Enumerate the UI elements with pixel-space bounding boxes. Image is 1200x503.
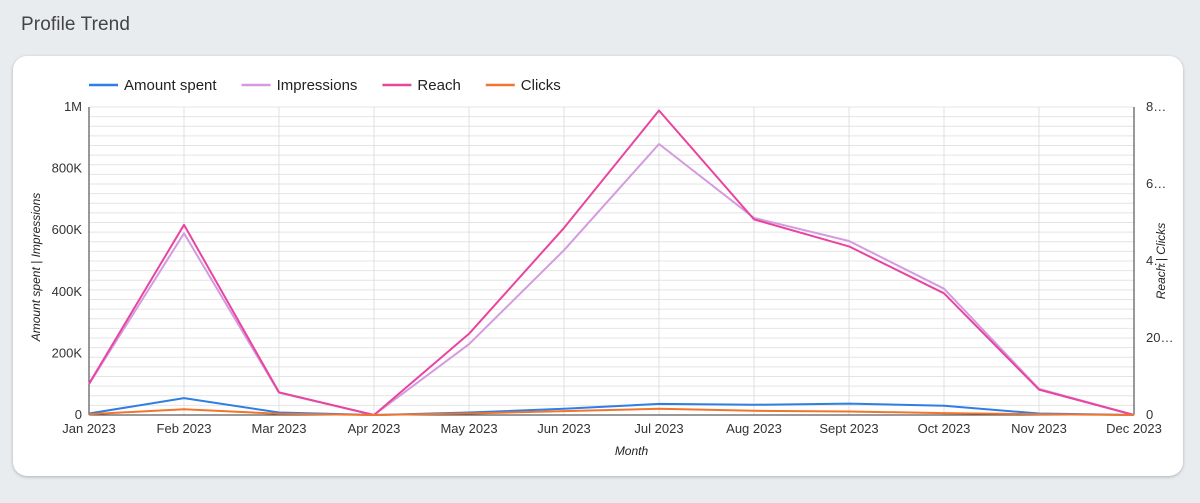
series-line-amount-spent xyxy=(88,397,1135,416)
x-axis-tick-label: Nov 2023 xyxy=(1011,421,1067,436)
legend-label: Impressions xyxy=(277,77,358,94)
x-axis-tick-label: Feb 2023 xyxy=(157,421,212,436)
legend-item-impressions[interactable]: Impressions xyxy=(241,77,358,94)
x-axis-tick-label: May 2023 xyxy=(440,421,497,436)
x-axis-tick-label: Sept 2023 xyxy=(819,421,878,436)
legend-item-reach[interactable]: Reach xyxy=(382,77,461,94)
axes-layer: 0 200K 400K 600K 800K 1M 0 20… 4… 6… 8… Jan 2023 Feb… xyxy=(29,99,1173,458)
left-axis-tick-label: 0 xyxy=(75,407,82,422)
series-line-clicks xyxy=(88,407,1135,416)
left-axis-tick-label: 600K xyxy=(52,222,83,237)
x-axis-tick-label: Jan 2023 xyxy=(62,421,116,436)
left-axis-title: Amount spent | Impressions xyxy=(29,193,43,343)
legend-label: Reach xyxy=(417,77,460,94)
x-axis-tick-label: Dec 2023 xyxy=(1106,421,1162,436)
right-axis-title: Reach | Clicks xyxy=(1154,223,1168,299)
x-axis-tick-label: Aug 2023 xyxy=(726,421,782,436)
left-axis-tick-label: 200K xyxy=(52,345,83,360)
x-axis-tick-label: Mar 2023 xyxy=(252,421,307,436)
right-axis-tick-label: 8… xyxy=(1146,99,1166,114)
left-axis-tick-label: 800K xyxy=(52,161,83,176)
right-axis-tick-label: 4… xyxy=(1146,253,1166,268)
x-axis-tick-label: Jun 2023 xyxy=(537,421,591,436)
legend-label: Clicks xyxy=(521,77,561,94)
series-line-impressions xyxy=(88,143,1135,416)
x-axis-tick-label: Jul 2023 xyxy=(634,421,683,436)
legend-item-clicks[interactable]: Clicks xyxy=(485,77,561,94)
legend[interactable]: Amount spent Impressions Reach Clicks xyxy=(89,77,561,94)
right-axis-tick-label: 20… xyxy=(1146,330,1173,345)
right-axis-tick-label: 0 xyxy=(1146,407,1153,422)
right-axis-tick-label: 6… xyxy=(1146,176,1166,191)
grid-layer xyxy=(88,106,1135,416)
left-axis-tick-label: 400K xyxy=(52,284,83,299)
series-line-reach xyxy=(88,109,1135,416)
page-title: Profile Trend xyxy=(21,14,131,35)
series-layer xyxy=(88,109,1135,416)
left-axis-tick-label: 1M xyxy=(64,99,82,114)
x-axis-tick-label: Apr 2023 xyxy=(348,421,401,436)
legend-item-amount-spent[interactable]: Amount spent xyxy=(89,77,217,94)
x-axis-tick-label: Oct 2023 xyxy=(918,421,971,436)
chart-card: 0 200K 400K 600K 800K 1M 0 20… 4… 6… 8… Jan 2023 Feb… xyxy=(13,56,1183,476)
legend-label: Amount spent xyxy=(124,77,217,94)
x-axis-title: Month xyxy=(615,444,649,458)
profile-trend-chart: 0 200K 400K 600K 800K 1M 0 20… 4… 6… 8… Jan 2023 Feb… xyxy=(29,77,1173,458)
